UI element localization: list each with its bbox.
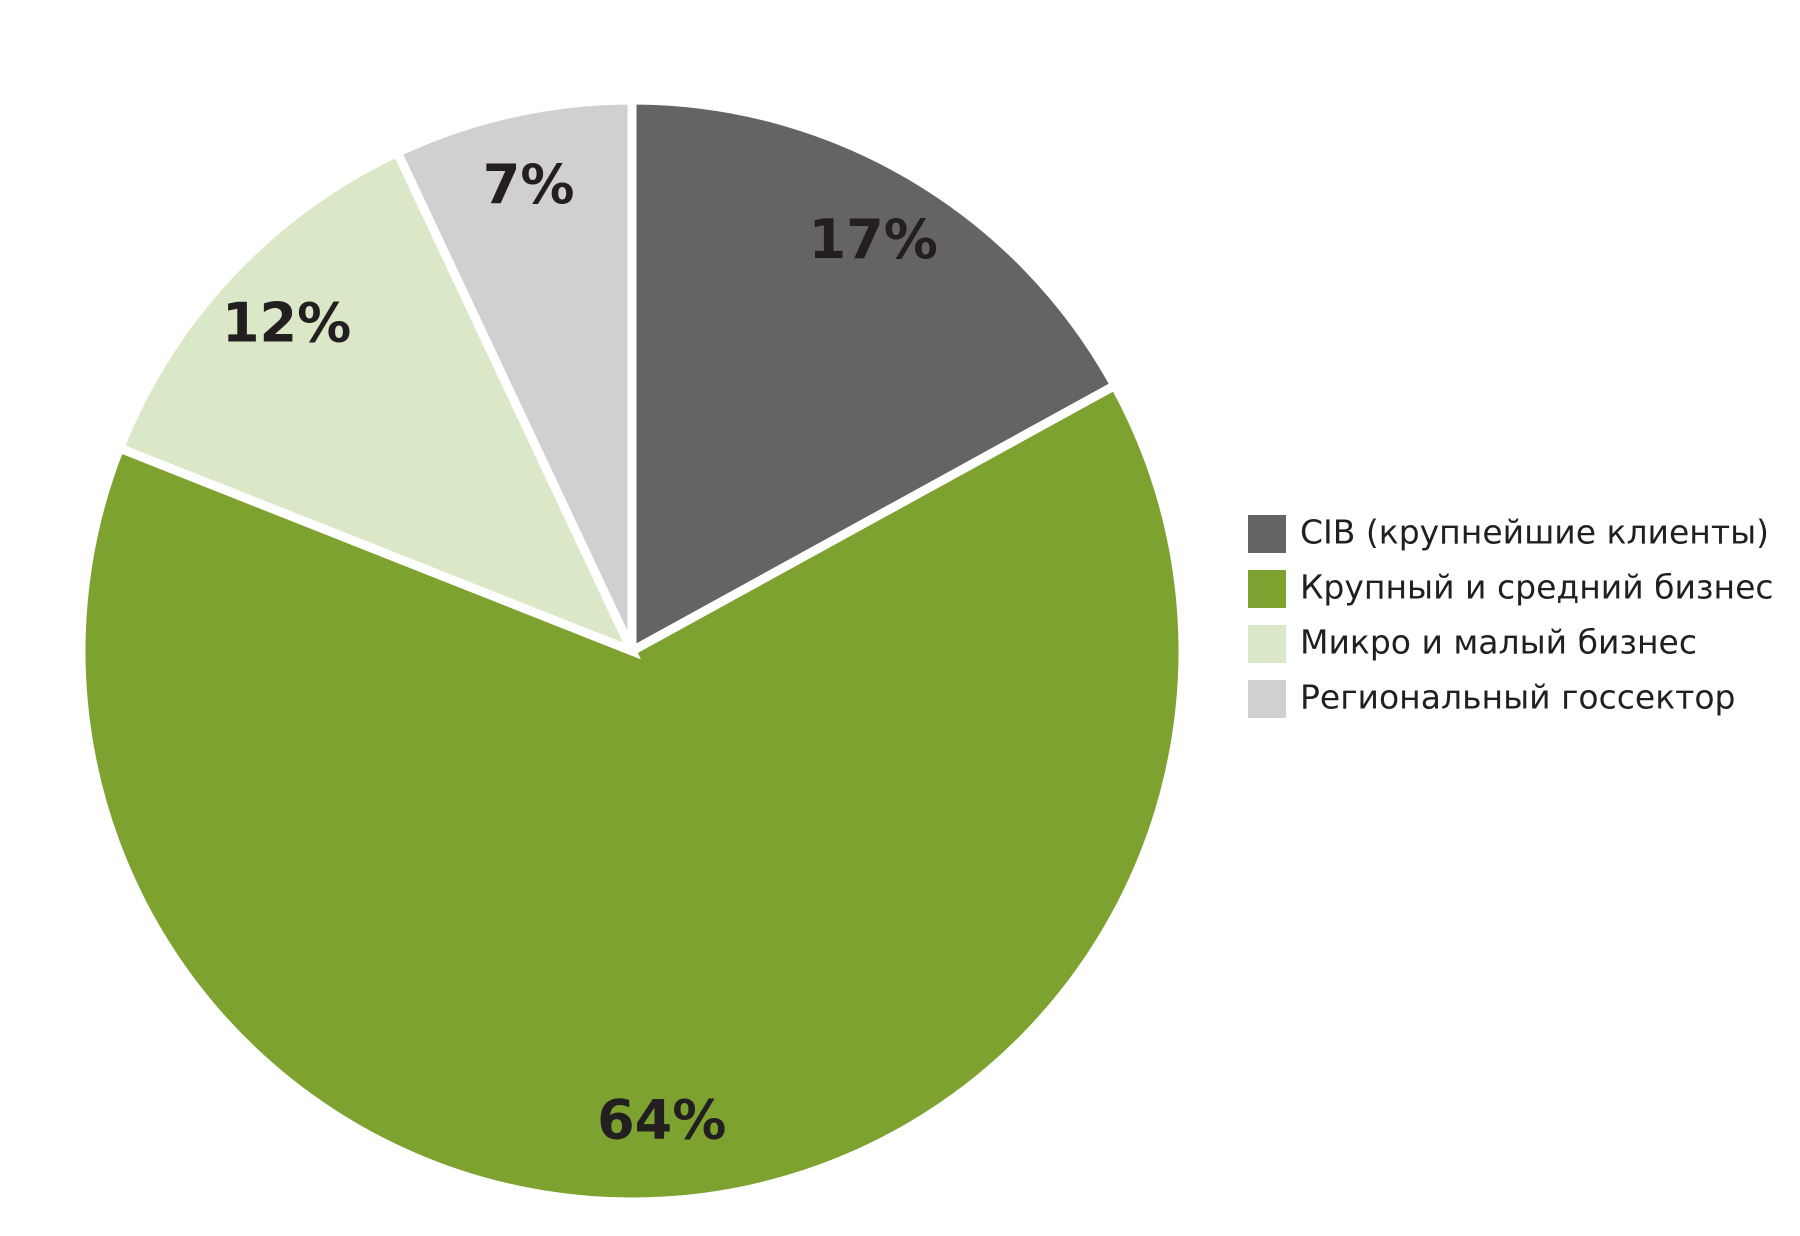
legend-swatch — [1248, 570, 1286, 608]
slice-label: 7% — [483, 153, 575, 216]
pie-slice — [76, 379, 1188, 1207]
legend-label: CIB (крупнейшие клиенты) — [1300, 513, 1769, 552]
legend-label: Региональный госсектор — [1300, 678, 1736, 717]
slice-label: 17% — [809, 208, 938, 271]
legend-swatch — [1248, 515, 1286, 553]
legend-swatch — [1248, 680, 1286, 718]
slice-label: 12% — [222, 291, 351, 354]
pie-slice — [627, 95, 1121, 659]
slice-label: 64% — [597, 1089, 726, 1152]
legend-label: Крупный и средний бизнес — [1300, 568, 1774, 607]
pie-slice — [113, 146, 641, 660]
legend-swatch — [1248, 625, 1286, 663]
legend-label: Микро и малый бизнес — [1300, 623, 1697, 662]
pie-slice — [391, 95, 637, 653]
